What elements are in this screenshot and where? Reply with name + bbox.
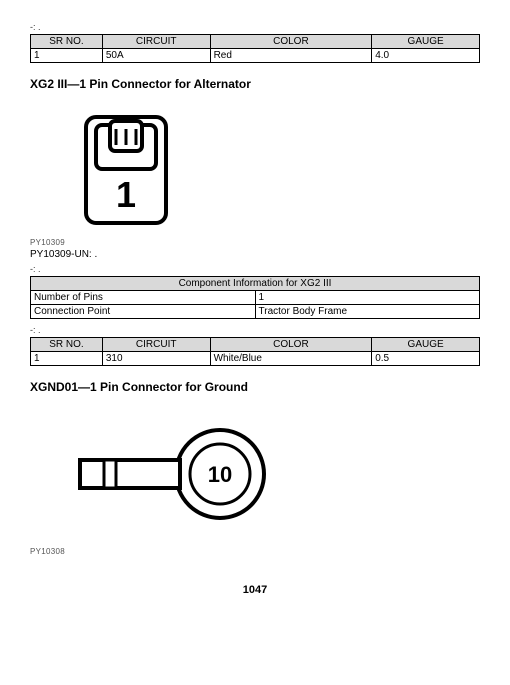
comp-r0c1: 1 [255, 291, 480, 305]
comp-r1c0: Connection Point [31, 305, 256, 319]
t1-h0: SR NO. [31, 35, 103, 49]
section1-title: XG2 III—1 Pin Connector for Alternator [30, 77, 480, 91]
page-number: 1047 [30, 584, 480, 596]
t1-h1: CIRCUIT [102, 35, 210, 49]
t1-h2: COLOR [210, 35, 372, 49]
figcaption-1: PY10309-UN: . [30, 249, 480, 260]
t1-c2: Red [210, 49, 372, 63]
t2-c1: 310 [102, 352, 210, 366]
wire-table-2: SR NO. CIRCUIT COLOR GAUGE 1 310 White/B… [30, 337, 480, 366]
t1-c0: 1 [31, 49, 103, 63]
ring-terminal-diagram: 10 [70, 424, 480, 527]
t2-h3: GAUGE [372, 338, 480, 352]
comp-r0c0: Number of Pins [31, 291, 256, 305]
t1-c3: 4.0 [372, 49, 480, 63]
t1-h3: GAUGE [372, 35, 480, 49]
comp-r1c1: Tractor Body Frame [255, 305, 480, 319]
figref-1: PY10309 [30, 238, 480, 247]
component-info-table: Component Information for XG2 III Number… [30, 276, 480, 319]
wire-table-1: SR NO. CIRCUIT COLOR GAUGE 1 50A Red 4.0 [30, 34, 480, 63]
t2-h0: SR NO. [31, 338, 103, 352]
section2-title: XGND01—1 Pin Connector for Ground [30, 380, 480, 394]
t1-c1: 50A [102, 49, 210, 63]
connector-diagram-1: 1 [80, 115, 480, 228]
t2-c3: 0.5 [372, 352, 480, 366]
t2-h2: COLOR [210, 338, 372, 352]
connector-1-label: 1 [116, 174, 136, 215]
top-marker: -: . [30, 22, 480, 32]
ring-label: 10 [208, 462, 232, 487]
figref-2: PY10308 [30, 547, 480, 556]
t2-c0: 1 [31, 352, 103, 366]
marker-2: -: . [30, 264, 480, 274]
t2-h1: CIRCUIT [102, 338, 210, 352]
comp-title: Component Information for XG2 III [31, 277, 480, 291]
marker-3: -: . [30, 325, 480, 335]
t2-c2: White/Blue [210, 352, 372, 366]
